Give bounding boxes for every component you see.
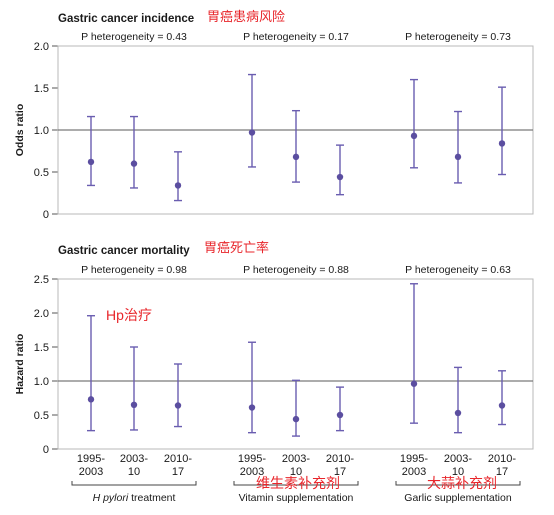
mortality-marks: [87, 283, 506, 437]
incidence-title-annotation: 胃癌患病风险: [207, 9, 285, 24]
x-tick-label-line1: 2003-: [120, 453, 148, 465]
mortality-plot-area: [57, 278, 534, 450]
x-tick-label-line1: 2010-: [164, 453, 192, 465]
x-tick-label-line2: 2003: [79, 466, 103, 478]
x-tick-label-line1: 1995-: [238, 453, 266, 465]
mortality-y-tick-label: 0: [43, 444, 49, 456]
mortality-point-estimate: [336, 411, 344, 419]
mortality-heterogeneity-2: P heterogeneity = 0.88: [243, 264, 349, 276]
mortality-point-estimate: [292, 415, 300, 423]
bracket-garlic: [395, 481, 521, 486]
x-tick-label-line2: 2003: [402, 466, 426, 478]
mortality-panel: Gastric cancer mortality 胃癌死亡率 P heterog…: [14, 240, 534, 456]
mortality-title: Gastric cancer mortality: [58, 245, 190, 257]
incidence-marks: [87, 73, 506, 202]
bracket-hp-treatment: [71, 481, 197, 486]
incidence-y-tick-label: 1.0: [34, 125, 49, 137]
x-tick-label-line1: 1995-: [77, 453, 105, 465]
incidence-heterogeneity-2: P heterogeneity = 0.17: [243, 31, 349, 43]
mortality-y-tick-label: 2.0: [34, 308, 49, 320]
group-label-hp-treatment: H pylori treatment: [93, 492, 176, 504]
mortality-heterogeneity-3: P heterogeneity = 0.63: [405, 264, 511, 276]
incidence-heterogeneity-1: P heterogeneity = 0.43: [81, 31, 187, 43]
x-tick-label-line2: 10: [452, 466, 464, 478]
incidence-title: Gastric cancer incidence: [58, 13, 194, 25]
mortality-point-estimate: [248, 404, 256, 411]
group-label-garlic: Garlic supplementation: [404, 492, 512, 504]
x-tick-label-line1: 1995-: [400, 453, 428, 465]
group-label-hp-italic: H pylori: [93, 492, 129, 504]
mortality-y-tick-label: 1.0: [34, 376, 49, 388]
mortality-y-axis-label: Hazard ratio: [14, 334, 26, 395]
incidence-point-estimate: [248, 129, 256, 136]
annotation-vitamin: 维生素补充剂: [256, 475, 340, 491]
incidence-point-estimate: [174, 182, 182, 189]
bracket-vitamin: [233, 481, 359, 486]
incidence-y-tick-label: 0.5: [34, 167, 49, 179]
group-label-hp-rest: treatment: [128, 492, 175, 504]
mortality-y-tick-label: 2.5: [34, 274, 49, 286]
mortality-point-estimate: [174, 402, 182, 409]
mortality-point-estimate: [498, 402, 506, 409]
x-tick-label-line1: 2003-: [282, 453, 310, 465]
incidence-y-tick-label: 0: [43, 209, 49, 221]
incidence-point-estimate: [410, 132, 418, 140]
mortality-point-estimate: [130, 401, 138, 408]
incidence-y-tick-label: 1.5: [34, 83, 49, 95]
mortality-point-estimate: [87, 396, 95, 403]
x-tick-label-line2: 17: [334, 466, 346, 478]
mortality-heterogeneity-1: P heterogeneity = 0.98: [81, 264, 187, 276]
incidence-point-estimate: [454, 153, 462, 161]
mortality-point-estimate: [410, 380, 418, 387]
incidence-heterogeneity-3: P heterogeneity = 0.73: [405, 31, 511, 43]
x-tick-label-line2: 17: [496, 466, 508, 478]
mortality-y-ticks: 0 0.5 1.0 1.5 2.0 2.5: [34, 274, 58, 456]
annotation-garlic: 大蒜补充剂: [427, 475, 497, 491]
x-tick-label-line2: 2003: [240, 466, 264, 478]
x-tick-label-line1: 2003-: [444, 453, 472, 465]
incidence-point-estimate: [498, 140, 506, 147]
group-label-vitamin: Vitamin supplementation: [239, 492, 354, 504]
x-tick-label-line2: 10: [128, 466, 140, 478]
group-brackets: [71, 481, 521, 486]
x-tick-label-line1: 2010-: [488, 453, 516, 465]
incidence-y-tick-label: 2.0: [34, 41, 49, 53]
x-tick-label-line1: 2010-: [326, 453, 354, 465]
incidence-panel: Gastric cancer incidence 胃癌患病风险 P hetero…: [14, 9, 534, 221]
mortality-y-tick-label: 1.5: [34, 342, 49, 354]
mortality-y-tick-label: 0.5: [34, 410, 49, 422]
incidence-point-estimate: [87, 158, 95, 166]
incidence-point-estimate: [292, 153, 300, 161]
incidence-point-estimate: [130, 160, 138, 167]
incidence-point-estimate: [336, 173, 344, 181]
annotation-hp-treatment: Hp治疗: [106, 307, 152, 323]
x-tick-label-line2: 17: [172, 466, 184, 478]
x-tick-label-line2: 10: [290, 466, 302, 478]
incidence-y-axis-label: Odds ratio: [14, 104, 26, 157]
incidence-y-ticks: 0 0.5 1.0 1.5 2.0: [34, 41, 58, 221]
mortality-point-estimate: [454, 409, 462, 417]
mortality-title-annotation: 胃癌死亡率: [204, 240, 269, 255]
x-axis-tick-labels: 1995-20032003-102010-171995-20032003-102…: [77, 453, 516, 478]
